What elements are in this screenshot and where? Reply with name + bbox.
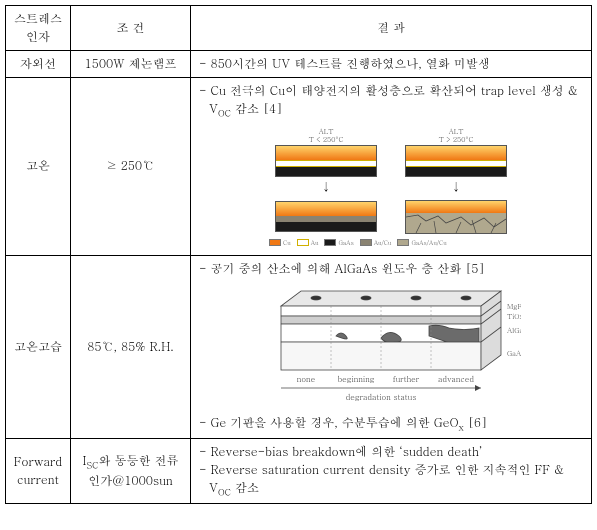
fwd-factor-l2: current [17, 471, 59, 488]
legend-item: GaAs [324, 238, 353, 247]
header-factor-l2: 인자 [26, 28, 50, 45]
hightemp-diagram: ALT T < 250°C ALT T > 250°C [261, 128, 521, 247]
humid-result: - 공기 중의 산소에 의해 AlGaAs 윈도우 층 산화 [5] [191, 255, 592, 438]
header-result: 결 과 [191, 6, 592, 51]
hightemp-legend: Cu Au GaAs Au/Cu GaAs/Au/Cu [261, 238, 521, 247]
humid-result-bottom: - Ge 기판을 사용할 경우, 수분투습에 의한 GeOx [6] [199, 414, 583, 434]
header-factor-l1: 스트레스 [14, 10, 62, 27]
hightemp-result: - Cu 전극의 Cu이 태양전지의 활성층으로 확산되어 trap level… [191, 78, 592, 256]
stack-top-right [405, 145, 507, 177]
header-factor: 스트레스 인자 [6, 6, 71, 51]
alt-right-label: ALT T > 250°C [405, 128, 507, 143]
svg-text:MgF₂: MgF₂ [507, 301, 521, 311]
svg-text:advanced: advanced [438, 374, 474, 385]
fwd-r2-sub: OC [218, 485, 231, 498]
svg-text:AlGaAs: AlGaAs [507, 325, 521, 335]
uv-factor: 자외선 [6, 51, 71, 78]
humid-text-b: [6] [464, 414, 487, 431]
fwd-r2-b: 감소 [231, 479, 259, 496]
hightemp-factor: 고온 [6, 78, 71, 256]
header-condition: 조 건 [71, 6, 191, 51]
svg-text:degradation status: degradation status [346, 392, 417, 403]
row-uv: 자외선 1500W 제논램프 - 850시간의 UV 테스트를 진행하였으나, … [6, 51, 592, 78]
hightemp-text-sub: OC [218, 106, 231, 119]
row-hightemp: 고온 ≥ 250℃ - Cu 전극의 Cu이 태양전지의 활성층으로 확산되어 … [6, 78, 592, 256]
legend-item: Au/Cu [360, 238, 392, 247]
hightemp-result-text: - Cu 전극의 Cu이 태양전지의 활성층으로 확산되어 trap level… [199, 82, 583, 120]
arrow-down-icon: ↓ [452, 180, 460, 197]
humid-text-a: - Ge 기판을 사용할 경우, 수분투습에 의한 GeO [199, 414, 458, 431]
stack-bottom-left [275, 201, 377, 232]
arrow-down-icon: ↓ [322, 180, 330, 197]
humid-factor: 고온고습 [6, 255, 71, 438]
fwd-result-2: - Reverse saturation current density 증가로… [199, 461, 583, 499]
row-forward: Forward current ISC와 동등한 전류 인가@1000sun -… [6, 438, 592, 503]
fwd-cond-b: 와 동등한 전류 [98, 452, 178, 469]
fwd-condition: ISC와 동등한 전류 인가@1000sun [71, 438, 191, 503]
legend-item: Cu [269, 238, 291, 247]
humid-result-top: - 공기 중의 산소에 의해 AlGaAs 윈도우 층 산화 [5] [199, 260, 583, 278]
fwd-cond-sub: SC [86, 458, 98, 471]
svg-text:none: none [297, 374, 316, 385]
svg-text:GaAs: GaAs [507, 348, 521, 358]
hightemp-text-b: 감소 [4] [231, 100, 282, 117]
legend-item: GaAs/Au/Cu [397, 238, 446, 247]
uv-result: - 850시간의 UV 테스트를 진행하였으나, 열화 미발생 [191, 51, 592, 78]
fwd-cond-l2: 인가@1000sun [88, 472, 172, 489]
header-row: 스트레스 인자 조 건 결 과 [6, 6, 592, 51]
row-humid: 고온고습 85℃, 85% R.H. - 공기 중의 산소에 의해 AlGaAs… [6, 255, 592, 438]
svg-text:beginning: beginning [338, 374, 375, 385]
stack-bottom-right [405, 200, 507, 234]
svg-text:TiOx: TiOx [507, 311, 521, 321]
humid-diagram: MgF₂ TiOx AlGaAs GaAs none beginning fur… [261, 286, 521, 406]
hightemp-condition: ≥ 250℃ [71, 78, 191, 256]
svg-text:further: further [393, 374, 420, 385]
humid-condition: 85℃, 85% R.H. [71, 255, 191, 438]
fwd-factor-l1: Forward [14, 453, 62, 470]
alt-left-label: ALT T < 250°C [275, 128, 377, 143]
stress-table: 스트레스 인자 조 건 결 과 자외선 1500W 제논램프 - 850시간의 … [5, 5, 592, 504]
fwd-result-1: - Reverse-bias breakdown에 의한 ‘sudden dea… [199, 443, 583, 461]
stack-top-left [275, 145, 377, 177]
fwd-result: - Reverse-bias breakdown에 의한 ‘sudden dea… [191, 438, 592, 503]
uv-condition: 1500W 제논램프 [71, 51, 191, 78]
fwd-factor: Forward current [6, 438, 71, 503]
legend-item: Au [297, 238, 319, 247]
